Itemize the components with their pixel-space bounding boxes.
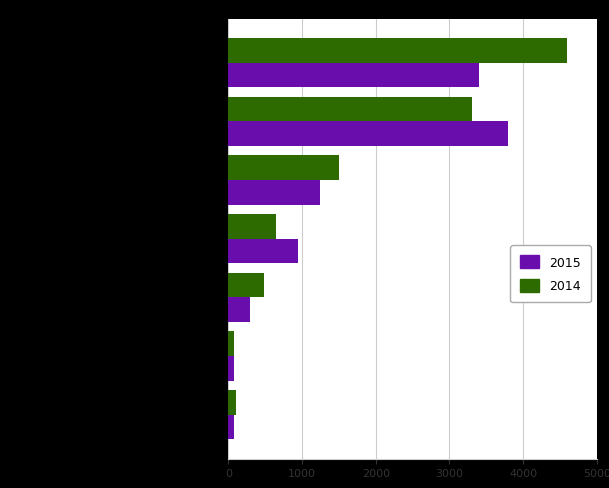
Bar: [228, 273, 264, 298]
Bar: [228, 39, 568, 63]
Bar: [228, 63, 479, 88]
Bar: [228, 181, 320, 205]
Bar: [228, 356, 233, 381]
Bar: [228, 239, 298, 264]
Bar: [228, 298, 250, 322]
Bar: [228, 332, 233, 356]
Bar: [228, 122, 509, 146]
Bar: [228, 98, 471, 122]
Bar: [228, 156, 339, 181]
Legend: 2015, 2014: 2015, 2014: [510, 245, 591, 303]
Bar: [228, 390, 236, 415]
Bar: [228, 415, 234, 439]
Bar: [228, 215, 276, 239]
